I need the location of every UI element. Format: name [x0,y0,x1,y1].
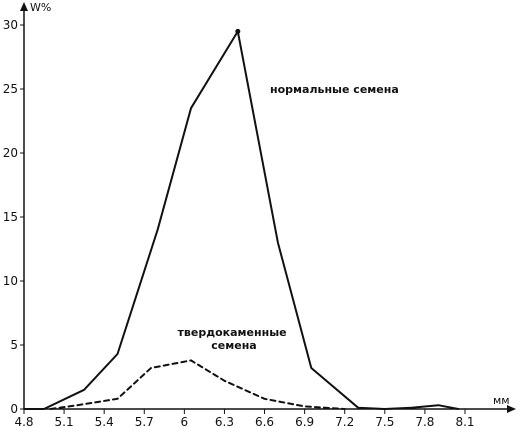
x-axis-arrow [507,405,516,413]
x-tick-label: 7.2 [335,415,354,427]
y-tick-label: 30 [3,18,18,32]
x-tick-label: 5.4 [95,415,114,427]
x-tick-label: 7.8 [415,415,434,427]
series-line-hard [49,359,346,410]
x-tick-label: 5.1 [55,415,74,427]
y-tick-label: 20 [3,146,18,160]
y-tick-label: 10 [3,274,18,288]
x-tick-label: 6.6 [255,415,274,427]
series-line-normal [23,30,460,410]
x-tick-label: 7.5 [375,415,394,427]
y-ticks: 0 5 10 15 20 25 30 [3,18,24,416]
x-ticks: 4.8 5.1 5.4 5.7 6 6.3 6.6 6.9 7.2 7.5 7.8 8.1 [14,409,475,427]
y-axis-label: W% [30,1,51,14]
series-label-normal: нормальные семена [270,83,399,96]
y-tick-label: 25 [3,82,18,96]
series-label-hard: твердокаменные семена [178,326,291,352]
y-axis-arrow [20,2,28,11]
axes [20,2,516,413]
x-axis-label: мм [493,394,510,407]
x-tick-label: 8.1 [455,415,474,427]
y-tick-label: 5 [10,338,18,352]
x-tick-label: 4.8 [14,415,33,427]
series-group [23,28,460,410]
y-tick-label: 0 [10,402,18,416]
x-tick-label: 6.3 [215,415,234,427]
x-tick-label: 6.9 [295,415,314,427]
series-peak-point [235,28,241,34]
y-tick-label: 15 [3,210,18,224]
x-tick-label: 5.7 [135,415,154,427]
x-tick-label: 6 [181,415,189,427]
